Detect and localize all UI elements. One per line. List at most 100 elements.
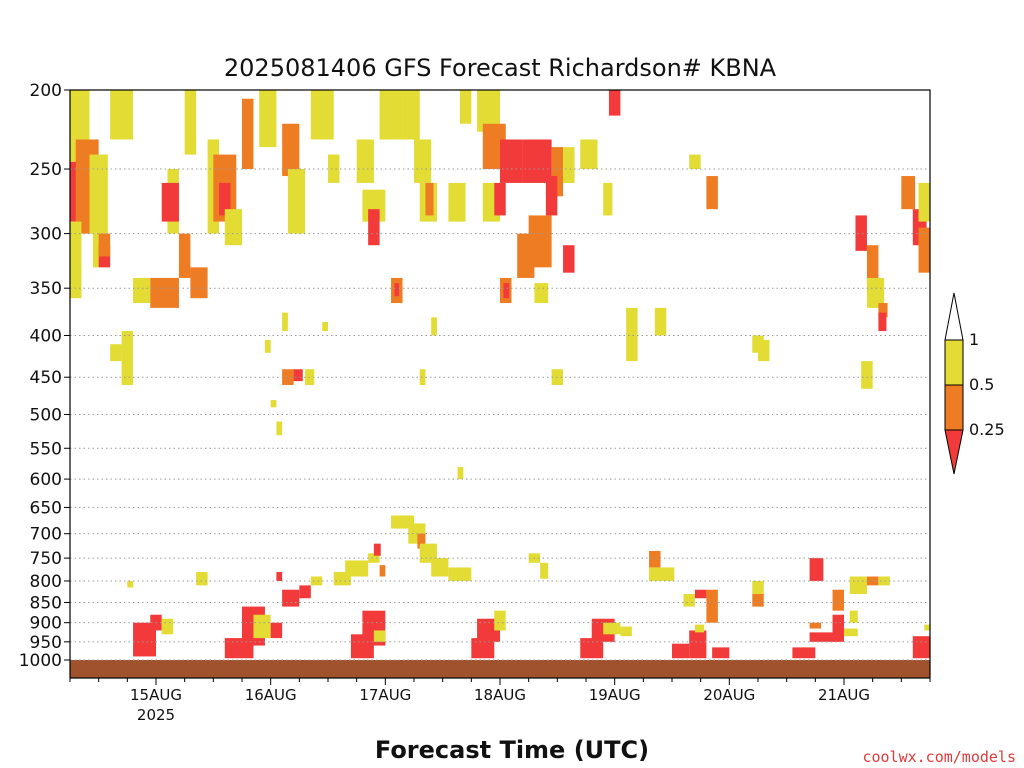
data-cell [402, 90, 420, 140]
data-cell [419, 543, 437, 563]
x-tick-label: 17AUG [359, 686, 411, 704]
data-cell [431, 317, 437, 336]
data-cell [832, 589, 844, 611]
plot-cells [70, 90, 930, 659]
credit-text: coolwx.com/models [862, 748, 1016, 766]
x-tick-label: 18AUG [474, 686, 526, 704]
data-cell [832, 614, 844, 642]
data-cell [918, 227, 930, 273]
data-cell [503, 283, 510, 299]
x-tick-label: 21AUG [818, 686, 870, 704]
data-cell [431, 558, 449, 577]
data-cell [276, 421, 283, 436]
data-cell [70, 221, 82, 299]
legend-label: 0.25 [969, 420, 1005, 439]
data-cell [373, 543, 381, 556]
data-cell [918, 182, 930, 222]
data-cell [328, 154, 340, 183]
data-cell [912, 636, 930, 659]
data-cell [356, 139, 374, 183]
data-cell [264, 339, 271, 353]
data-cell [528, 215, 552, 268]
data-cell [379, 90, 403, 140]
data-cell [282, 589, 300, 607]
data-cell [270, 622, 283, 639]
data-cell [866, 277, 885, 308]
data-cell [127, 580, 134, 588]
data-cell [133, 277, 151, 304]
data-cell [242, 98, 254, 170]
data-cell [752, 335, 764, 353]
data-cell [649, 550, 661, 568]
data-cell [849, 610, 858, 623]
data-cell [270, 400, 277, 408]
data-cell [184, 90, 197, 155]
data-cell [809, 558, 824, 581]
data-cell [712, 647, 730, 659]
data-cell [333, 572, 351, 586]
ground-band [70, 660, 930, 678]
data-cell [379, 565, 386, 577]
data-cell [178, 233, 191, 278]
x-tick-label: 19AUG [589, 686, 641, 704]
data-cell [259, 90, 277, 148]
data-cell [752, 594, 764, 607]
y-tick-label: 900 [30, 614, 62, 634]
data-cell [689, 154, 701, 170]
data-cell [310, 90, 334, 140]
data-cell [482, 123, 506, 170]
data-cell [287, 169, 306, 234]
data-cell [563, 245, 575, 273]
x-tick-label: 15AUG [130, 686, 182, 704]
data-cell [494, 182, 506, 216]
data-cell [672, 643, 690, 659]
data-cell [477, 90, 500, 132]
ground-fill [70, 660, 930, 678]
data-cell [924, 624, 930, 631]
y-tick-label: 500 [30, 406, 62, 426]
legend-label: 0.5 [969, 375, 994, 394]
data-cell [448, 567, 472, 581]
data-cell [394, 283, 400, 297]
data-cell [649, 567, 675, 581]
data-cell [706, 176, 718, 210]
data-cell [150, 277, 179, 308]
y-tick-label: 700 [30, 525, 62, 545]
data-cell [901, 176, 916, 210]
data-cell [276, 572, 283, 581]
data-cell [448, 182, 466, 222]
legend-label: 1 [969, 330, 979, 349]
data-cell [190, 267, 208, 299]
data-cell [373, 630, 386, 642]
data-cell [471, 638, 495, 659]
y-tick-label: 200 [30, 81, 62, 101]
data-cell [608, 90, 621, 116]
data-cell [459, 90, 472, 124]
y-tick-label: 1000 [19, 651, 62, 671]
data-cell [792, 647, 816, 659]
y-tick-label: 450 [30, 368, 62, 388]
data-cell [689, 630, 707, 659]
x-axis: 15AUG 2025 16AUG 17AUG 18AUG 19AUG 20AUG 21AUG [69, 678, 931, 724]
x-tick-label: 20AUG [703, 686, 755, 704]
y-tick-label: 750 [30, 549, 62, 569]
data-cell [161, 618, 174, 635]
y-axis: 200 250 300 350 400 450 500 550 600 650 700 750 8008… [19, 81, 70, 671]
data-cell [522, 139, 552, 183]
y-tick-label: 350 [30, 279, 62, 299]
data-cell [457, 467, 464, 480]
x-tick-year-label: 2025 [137, 706, 175, 724]
data-cell [121, 331, 134, 385]
data-cell [196, 572, 208, 586]
data-cell [425, 182, 434, 216]
data-cell [620, 626, 632, 637]
data-cell [419, 369, 426, 385]
data-cell [809, 622, 822, 629]
data-cell [849, 576, 867, 595]
data-cell [219, 182, 231, 216]
legend-swatch-below-0-25 [944, 429, 964, 475]
data-cell [809, 632, 839, 642]
data-cell [98, 233, 111, 257]
data-cell [545, 176, 558, 216]
